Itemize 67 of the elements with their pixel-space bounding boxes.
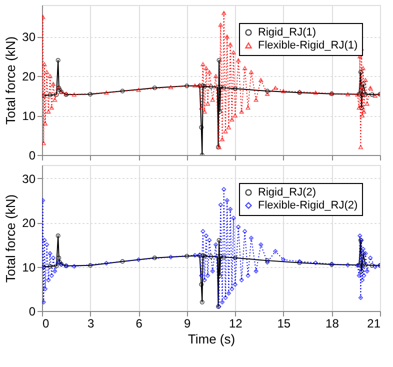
x-tick-label: 18 bbox=[326, 316, 340, 330]
x-tick-label: 6 bbox=[136, 316, 143, 330]
point bbox=[184, 254, 190, 258]
point bbox=[216, 238, 222, 242]
point bbox=[54, 264, 59, 268]
y-tick-label: 20 bbox=[22, 216, 36, 230]
point bbox=[48, 92, 52, 98]
point bbox=[363, 92, 368, 96]
point bbox=[232, 256, 238, 260]
point bbox=[120, 259, 125, 264]
x-tick-label: 0 bbox=[42, 316, 50, 330]
point bbox=[222, 86, 226, 90]
point bbox=[184, 84, 190, 88]
point bbox=[56, 256, 62, 260]
y-tick-label: 10 bbox=[22, 109, 36, 124]
x-tick-label: 9 bbox=[184, 316, 192, 330]
point bbox=[218, 109, 222, 114]
point bbox=[360, 251, 366, 256]
point bbox=[215, 254, 220, 259]
x-tick-label: 12 bbox=[228, 316, 243, 330]
point bbox=[218, 254, 223, 259]
legend-label: Rigid_RJ(1) bbox=[258, 26, 316, 38]
point bbox=[358, 70, 363, 74]
point bbox=[208, 84, 214, 89]
y-tick-label: 0 bbox=[28, 304, 36, 318]
y-tick-label: 30 bbox=[22, 172, 36, 186]
point bbox=[54, 92, 59, 97]
y-tick-label: 20 bbox=[22, 70, 36, 84]
point bbox=[208, 254, 214, 259]
x-axis-title: Time (s) bbox=[188, 332, 236, 346]
point bbox=[120, 88, 125, 94]
point bbox=[88, 263, 93, 268]
point bbox=[215, 84, 220, 90]
point bbox=[360, 82, 366, 86]
y-axis-title: Total force (kN) bbox=[3, 194, 18, 283]
y-tick-label: 10 bbox=[22, 260, 36, 274]
point bbox=[199, 282, 204, 287]
point bbox=[56, 58, 60, 63]
point bbox=[232, 86, 238, 91]
point bbox=[370, 263, 374, 268]
point bbox=[216, 58, 222, 63]
point bbox=[265, 88, 270, 94]
legend-label: Flexible-Rigid_RJ(1) bbox=[258, 40, 358, 52]
y-tick-label: 0 bbox=[28, 148, 36, 162]
y-axis-title: Total force (kN) bbox=[3, 36, 18, 125]
x-tick-label: 15 bbox=[277, 316, 291, 330]
legend-label: Flexible-Rigid_RJ(2) bbox=[258, 200, 358, 212]
legend-label: Rigid_RJ(2) bbox=[258, 186, 316, 198]
point bbox=[370, 92, 374, 97]
point bbox=[359, 105, 364, 110]
point bbox=[360, 263, 365, 268]
point bbox=[200, 300, 204, 304]
point bbox=[218, 273, 222, 278]
point bbox=[218, 84, 223, 90]
point bbox=[360, 92, 365, 97]
point bbox=[359, 268, 364, 274]
point bbox=[199, 125, 204, 130]
point bbox=[152, 256, 157, 260]
x-tick-label: 21 bbox=[367, 316, 381, 330]
point bbox=[222, 254, 226, 260]
point bbox=[152, 86, 157, 90]
x-tick-label: 3 bbox=[87, 316, 94, 330]
y-tick-label: 30 bbox=[22, 30, 36, 44]
point bbox=[88, 92, 93, 96]
point bbox=[48, 264, 52, 269]
point bbox=[363, 262, 368, 268]
point bbox=[56, 234, 60, 238]
